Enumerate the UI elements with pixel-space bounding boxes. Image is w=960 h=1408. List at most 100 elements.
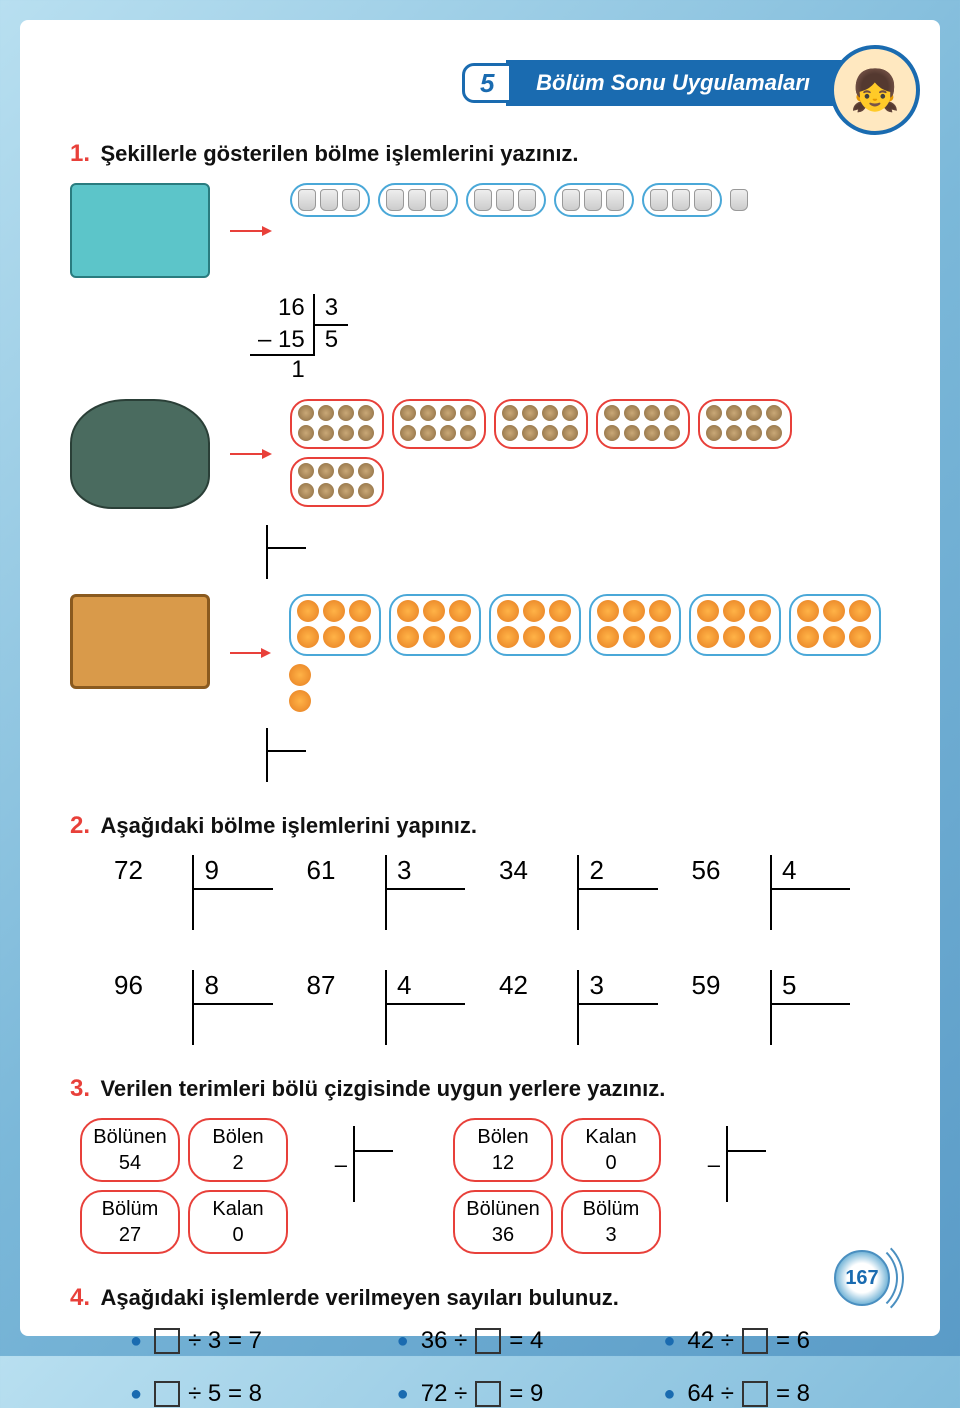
- orange-icon: [823, 600, 845, 622]
- division-problem[interactable]: 564: [688, 855, 851, 930]
- dividend: 61: [303, 855, 385, 890]
- cup-icon: [430, 189, 448, 211]
- term-pill: Bölüm27: [80, 1190, 180, 1254]
- orange-icon: [597, 626, 619, 648]
- term-pill: Bölüm3: [561, 1190, 661, 1254]
- term-pill: Bölünen36: [453, 1190, 553, 1254]
- dividend[interactable]: [250, 525, 266, 549]
- quotient-blank[interactable]: [577, 890, 657, 930]
- nut-icon: [624, 425, 640, 441]
- nut-icon: [726, 405, 742, 421]
- dividend: 34: [495, 855, 577, 890]
- nut-icon: [318, 425, 334, 441]
- division-problem[interactable]: 874: [303, 970, 466, 1045]
- blank-box[interactable]: [154, 1328, 180, 1354]
- division-problem[interactable]: 342: [495, 855, 658, 930]
- nut-icon: [766, 425, 782, 441]
- nut-icon: [604, 405, 620, 421]
- orange-icon: [549, 626, 571, 648]
- quotient-blank[interactable]: [192, 1005, 272, 1045]
- dividend-blank[interactable]: [676, 1126, 726, 1152]
- divisor[interactable]: [266, 525, 306, 549]
- dividend: 16: [250, 294, 313, 326]
- divisor-blank[interactable]: [353, 1126, 393, 1152]
- cup-icon: [408, 189, 426, 211]
- dividend[interactable]: [250, 728, 266, 752]
- nut-icon: [338, 483, 354, 499]
- quotient: 5: [313, 326, 348, 356]
- nut-icon: [440, 425, 456, 441]
- orange-icon: [697, 626, 719, 648]
- q3-row: Bölünen54Bölen2Bölüm27Kalan0–Bölen12Kala…: [80, 1118, 890, 1254]
- group: [642, 183, 722, 217]
- group: [289, 594, 381, 656]
- nut-icon: [338, 405, 354, 421]
- term-pill: Bölen2: [188, 1118, 288, 1182]
- arrow-icon: [230, 230, 270, 232]
- chapter-number: 5: [462, 63, 512, 103]
- bullet-icon: ●: [130, 1330, 142, 1353]
- equation-pre: 36 ÷: [421, 1327, 468, 1355]
- quotient-blank[interactable]: [770, 890, 850, 930]
- cup-icon: [562, 189, 580, 211]
- nut-icon: [298, 425, 314, 441]
- group: [698, 399, 792, 449]
- dividend-blank[interactable]: [303, 1126, 353, 1152]
- nut-icon: [706, 405, 722, 421]
- term-set: Bölünen54Bölen2Bölüm27Kalan0–: [80, 1118, 393, 1254]
- quotient-blank[interactable]: [353, 1152, 393, 1202]
- quotient[interactable]: [266, 549, 306, 579]
- divisor[interactable]: [266, 728, 306, 752]
- division-frame[interactable]: –: [303, 1126, 393, 1202]
- q1-text: Şekillerle gösterilen bölme işlemlerini …: [100, 141, 578, 166]
- orange-icon: [749, 600, 771, 622]
- divisor-blank[interactable]: [726, 1126, 766, 1152]
- nut-icon: [318, 463, 334, 479]
- division-problem[interactable]: 613: [303, 855, 466, 930]
- cup-icon: [386, 189, 404, 211]
- blank-box[interactable]: [475, 1381, 501, 1407]
- orange-icon: [849, 626, 871, 648]
- division-problem[interactable]: 595: [688, 970, 851, 1045]
- nut-icon: [604, 425, 620, 441]
- group: [589, 594, 681, 656]
- bullet-icon: ●: [397, 1330, 409, 1353]
- equation-text: ÷ 5 = 8: [188, 1380, 262, 1408]
- quotient-blank[interactable]: [385, 1005, 465, 1045]
- group: [554, 183, 634, 217]
- nut-icon: [766, 405, 782, 421]
- quotient-blank[interactable]: [770, 1005, 850, 1045]
- divisor: 9: [192, 855, 272, 890]
- group: [290, 399, 384, 449]
- nut-icon: [440, 405, 456, 421]
- quotient-blank[interactable]: [577, 1005, 657, 1045]
- nut-icon: [358, 405, 374, 421]
- blank-box[interactable]: [742, 1328, 768, 1354]
- division-problem[interactable]: 968: [110, 970, 273, 1045]
- divisor: 8: [192, 970, 272, 1005]
- division-problem[interactable]: 729: [110, 855, 273, 930]
- blank-box[interactable]: [475, 1328, 501, 1354]
- quotient-blank[interactable]: [726, 1152, 766, 1202]
- orange-icon: [523, 600, 545, 622]
- division-frame[interactable]: –: [676, 1126, 766, 1202]
- divisor: 4: [770, 855, 850, 890]
- q3-number: 3.: [70, 1075, 90, 1102]
- blank-box[interactable]: [154, 1381, 180, 1407]
- q4-number: 4.: [70, 1284, 90, 1311]
- quotient[interactable]: [266, 752, 306, 782]
- quotient-blank[interactable]: [385, 890, 465, 930]
- fill-blank-item: ●42 ÷ = 6: [663, 1327, 890, 1355]
- remainder[interactable]: [250, 549, 266, 579]
- cup-icon: [694, 189, 712, 211]
- nut-icon: [562, 425, 578, 441]
- bullet-icon: ●: [663, 1330, 675, 1353]
- nut-icon: [664, 405, 680, 421]
- blank-box[interactable]: [742, 1381, 768, 1407]
- remainder[interactable]: [250, 752, 266, 782]
- division-problem[interactable]: 423: [495, 970, 658, 1045]
- quotient-blank[interactable]: [192, 890, 272, 930]
- nut-icon: [542, 405, 558, 421]
- cup-icon: [474, 189, 492, 211]
- group: [789, 594, 881, 656]
